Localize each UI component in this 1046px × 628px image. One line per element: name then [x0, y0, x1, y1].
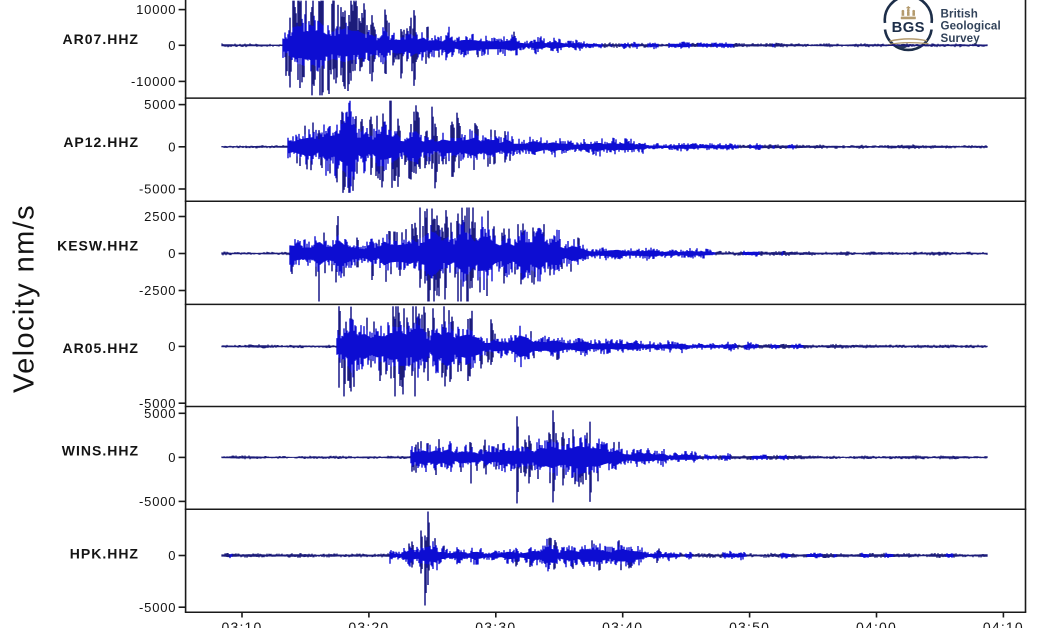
svg-text:04:00: 04:00 — [856, 619, 897, 628]
svg-text:0: 0 — [168, 450, 176, 465]
svg-text:03:20: 03:20 — [348, 619, 389, 628]
svg-text:Survey: Survey — [941, 32, 981, 45]
svg-text:04:10: 04:10 — [983, 619, 1024, 628]
svg-text:AR05.HHZ: AR05.HHZ — [63, 340, 139, 356]
svg-text:-10000: -10000 — [131, 74, 176, 89]
svg-text:0: 0 — [168, 38, 176, 53]
svg-text:0: 0 — [168, 246, 176, 261]
svg-text:10000: 10000 — [136, 2, 176, 17]
svg-text:Geological: Geological — [941, 20, 1001, 33]
svg-text:0: 0 — [168, 548, 176, 563]
svg-text:03:30: 03:30 — [475, 619, 516, 628]
svg-text:AP12.HHZ: AP12.HHZ — [63, 134, 139, 150]
svg-text:2500: 2500 — [144, 209, 176, 224]
svg-text:Velocity nm/s: Velocity nm/s — [9, 204, 41, 393]
svg-text:5000: 5000 — [144, 406, 176, 421]
svg-text:BGS: BGS — [892, 20, 925, 36]
svg-text:HPK.HHZ: HPK.HHZ — [70, 545, 139, 561]
svg-text:AR07.HHZ: AR07.HHZ — [63, 31, 139, 47]
svg-text:WINS.HHZ: WINS.HHZ — [62, 442, 139, 458]
svg-text:-5000: -5000 — [139, 600, 176, 615]
svg-text:-5000: -5000 — [139, 396, 176, 411]
svg-text:KESW.HHZ: KESW.HHZ — [57, 237, 139, 253]
svg-text:-5000: -5000 — [139, 182, 176, 197]
svg-text:03:50: 03:50 — [729, 619, 770, 628]
svg-text:0: 0 — [168, 339, 176, 354]
svg-text:British: British — [941, 7, 978, 20]
svg-text:-5000: -5000 — [139, 494, 176, 509]
svg-text:03:10: 03:10 — [221, 619, 262, 628]
svg-text:03:40: 03:40 — [602, 619, 643, 628]
svg-text:-2500: -2500 — [139, 283, 176, 298]
svg-text:0: 0 — [168, 139, 176, 154]
svg-text:5000: 5000 — [144, 97, 176, 112]
